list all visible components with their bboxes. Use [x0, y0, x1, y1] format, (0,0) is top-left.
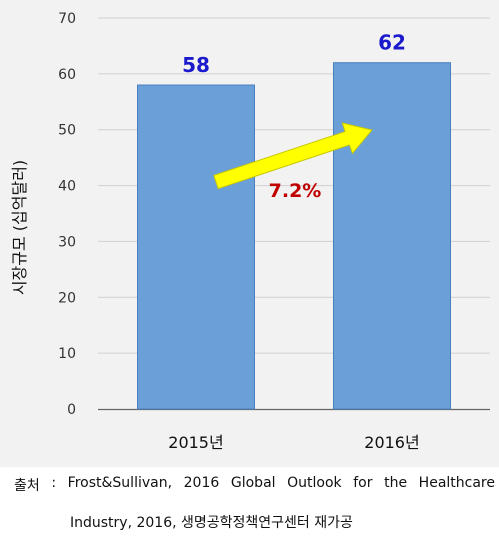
- y-tick-label: 0: [67, 402, 76, 418]
- data-label: 58: [182, 53, 210, 77]
- source-word: Frost&Sullivan,: [67, 475, 173, 491]
- y-tick-label: 10: [58, 346, 76, 362]
- y-tick-label: 30: [58, 234, 76, 250]
- source-word: Global: [230, 475, 276, 491]
- y-tick-label: 60: [58, 67, 76, 83]
- source-word: 2016: [183, 475, 220, 491]
- bar: [137, 84, 255, 410]
- source-line-1: 출처: Frost&Sullivan, 2016 Global Outlook for th…: [14, 475, 495, 495]
- x-tick-label: 2016년: [364, 433, 419, 452]
- bar: [333, 62, 451, 410]
- x-tick-label: 2015년: [168, 433, 223, 452]
- y-tick-label: 20: [58, 290, 76, 306]
- source-word: Outlook: [287, 475, 342, 491]
- bar-chart: 0 10 20 30 40 50 60 70 58 2015년 62 2016년 시장규모 (십억달러)…: [10, 11, 490, 452]
- source-line-2: Industry, 2016, 생명공학정책연구센터 재가공: [70, 515, 353, 531]
- chart-area: 0 10 20 30 40 50 60 70 58 2015년 62 2016년 시장규모 (십억달러)…: [0, 0, 499, 467]
- y-tick-label: 50: [58, 123, 76, 139]
- growth-arrow: [213, 122, 373, 190]
- source-word: 출처: [14, 478, 40, 494]
- data-label: 62: [378, 31, 406, 55]
- source-word: for: [353, 475, 373, 491]
- y-tick-label: 40: [58, 179, 76, 195]
- source-word: :: [51, 475, 57, 491]
- y-tick-label: 70: [58, 11, 76, 27]
- source-word: the: [384, 475, 408, 491]
- source-note: 출처: Frost&Sullivan, 2016 Global Outlook for th…: [0, 470, 499, 548]
- y-axis-title: 시장규모 (십억달러): [10, 160, 29, 295]
- growth-annotation: 7.2%: [269, 180, 322, 202]
- source-word: Healthcare: [418, 475, 495, 491]
